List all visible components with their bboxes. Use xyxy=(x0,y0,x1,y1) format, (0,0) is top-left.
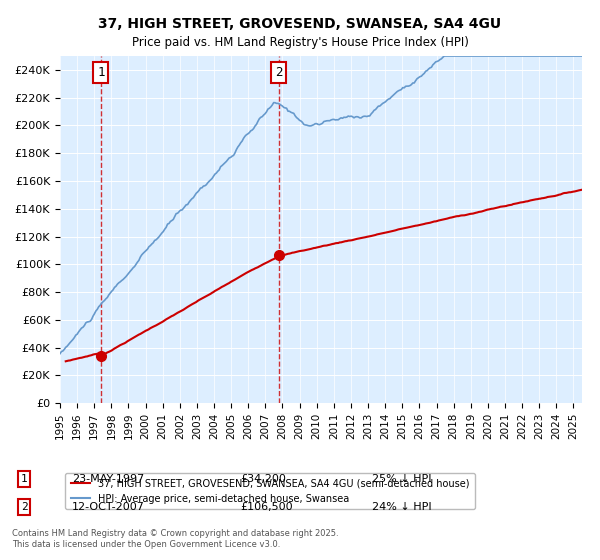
Text: 37, HIGH STREET, GROVESEND, SWANSEA, SA4 4GU: 37, HIGH STREET, GROVESEND, SWANSEA, SA4… xyxy=(98,17,502,31)
Text: 1: 1 xyxy=(20,474,28,484)
Text: 2: 2 xyxy=(20,502,28,512)
Text: 23-MAY-1997: 23-MAY-1997 xyxy=(72,474,144,484)
Legend: 37, HIGH STREET, GROVESEND, SWANSEA, SA4 4GU (semi-detached house), HPI: Average: 37, HIGH STREET, GROVESEND, SWANSEA, SA4… xyxy=(65,473,475,510)
Text: Price paid vs. HM Land Registry's House Price Index (HPI): Price paid vs. HM Land Registry's House … xyxy=(131,36,469,49)
Text: 24% ↓ HPI: 24% ↓ HPI xyxy=(372,502,431,512)
Text: 2: 2 xyxy=(275,66,283,79)
Text: 25% ↓ HPI: 25% ↓ HPI xyxy=(372,474,431,484)
Text: £34,200: £34,200 xyxy=(240,474,286,484)
Text: 12-OCT-2007: 12-OCT-2007 xyxy=(72,502,145,512)
Text: Contains HM Land Registry data © Crown copyright and database right 2025.
This d: Contains HM Land Registry data © Crown c… xyxy=(12,529,338,549)
Text: £106,500: £106,500 xyxy=(240,502,293,512)
Text: 1: 1 xyxy=(97,66,104,79)
